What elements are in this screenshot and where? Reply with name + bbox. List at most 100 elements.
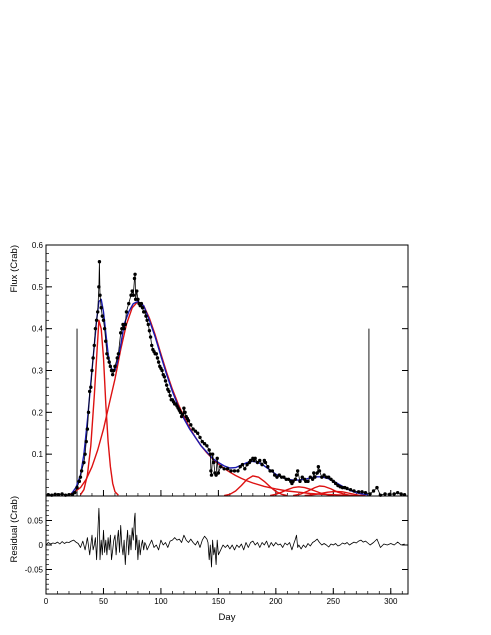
flux-data-point: [154, 352, 159, 356]
flux-data-point: [78, 475, 83, 479]
flux-data-point: [98, 293, 102, 297]
flux-data-point: [258, 458, 262, 463]
flux-y-ticks: 0.1 0.2 0.3 0.4 0.5 0.6: [32, 241, 408, 497]
flux-data-point: [183, 410, 187, 415]
flux-data-point: [345, 486, 349, 491]
flux-data-point: [255, 460, 260, 465]
flux-data-point: [148, 335, 153, 339]
flux-data-point: [293, 477, 298, 481]
flux-data-point: [308, 475, 313, 479]
flux-data-point: [248, 458, 253, 463]
flux-data-point: [238, 465, 242, 469]
flux-data-point: [387, 492, 392, 497]
flux-data-point: [214, 473, 218, 477]
flux-data-point: [193, 429, 198, 433]
flux-data-point: [164, 383, 169, 387]
flux-data-point: [105, 352, 109, 356]
flux-data-point: [162, 375, 167, 379]
flux-data-point: [146, 322, 150, 327]
flux-data-point: [123, 322, 127, 327]
flux-data-point: [331, 479, 336, 484]
flux-data-point: [371, 489, 376, 493]
flux-data-point: [212, 460, 216, 465]
flux-data-point: [160, 368, 164, 373]
flux-data-point: [75, 485, 79, 490]
flux-data-point: [77, 479, 82, 484]
flux-data-point: [329, 477, 333, 481]
flux-data-point: [131, 293, 136, 297]
flux-data-point: [320, 475, 324, 479]
flux-data-point: [229, 469, 233, 473]
flux-data-point: [90, 368, 94, 373]
flux-data-point: [94, 318, 99, 322]
flux-data-point: [375, 485, 379, 490]
flux-data-point: [266, 465, 270, 469]
flux-data-point: [186, 419, 191, 423]
flux-data-point: [363, 490, 368, 495]
flux-data-point: [209, 473, 214, 477]
flux-data-point: [270, 469, 275, 473]
flux-data-point: [135, 289, 139, 293]
flux-data-point: [85, 427, 90, 431]
flux-data-point: [191, 427, 195, 431]
residual-line: [45, 507, 405, 568]
flux-data-point: [178, 410, 183, 415]
flux-data-point: [108, 364, 113, 369]
x-tick-label: 50: [99, 597, 108, 606]
flux-data-point: [101, 318, 106, 322]
flux-data-point: [300, 475, 304, 479]
flux-data-point: [253, 456, 257, 461]
flux-data-point: [93, 326, 98, 331]
flux-data-point: [79, 469, 84, 473]
x-tick-label: 150: [212, 597, 226, 606]
component-fit-curve: [223, 475, 288, 497]
flux-data-point: [275, 475, 279, 479]
flux-data-point: [60, 492, 64, 496]
flux-data-point: [225, 467, 230, 471]
flux-data-point: [368, 492, 372, 496]
flux-data-point: [316, 465, 321, 469]
residual-y-tick-label: 0: [39, 541, 44, 550]
flux-data-point: [263, 460, 268, 465]
flux-data-point: [260, 462, 264, 467]
x-axis-title: Day: [219, 612, 236, 623]
flux-data-point: [272, 473, 277, 477]
flux-data-point: [399, 492, 403, 496]
residual-y-axis-title: Residual (Crab): [9, 496, 20, 563]
flux-y-tick-label: 0.5: [32, 283, 44, 292]
flux-data-point: [222, 467, 226, 471]
flux-series: [46, 260, 407, 497]
flux-data-point: [294, 473, 299, 477]
flux-data-point: [132, 276, 137, 281]
flux-data-point: [127, 301, 131, 306]
flux-data-point: [124, 310, 129, 314]
residual-series: [45, 507, 405, 568]
flux-data-point: [327, 475, 331, 479]
flux-data-point: [298, 479, 302, 484]
flux-data-point: [145, 318, 149, 322]
flux-y-tick-label: 0.4: [32, 325, 44, 334]
component-fit-curve: [292, 485, 352, 497]
flux-data-point: [113, 364, 117, 369]
flux-data-point: [245, 462, 249, 467]
flux-data-point: [140, 306, 145, 310]
flux-data-point: [356, 490, 361, 494]
flux-data-point: [360, 490, 364, 494]
flux-data-point: [236, 469, 240, 473]
flux-data-point: [116, 352, 121, 356]
flux-data-point: [167, 389, 171, 394]
flux-data-point: [198, 435, 202, 440]
flux-data-point: [150, 343, 154, 348]
flux-data-point: [200, 439, 204, 444]
flux-data-point: [110, 372, 115, 377]
flux-data-point: [118, 331, 123, 335]
flux-data-point: [395, 490, 400, 495]
flux-data-point: [291, 479, 295, 484]
flux-data-point: [189, 423, 193, 427]
flux-data-point: [130, 289, 134, 293]
flux-data-point: [243, 467, 247, 471]
flux-data-point: [144, 314, 148, 318]
day-range-markers: [76, 328, 370, 496]
x-tick-label: 100: [154, 597, 168, 606]
flux-data-point: [83, 452, 87, 456]
